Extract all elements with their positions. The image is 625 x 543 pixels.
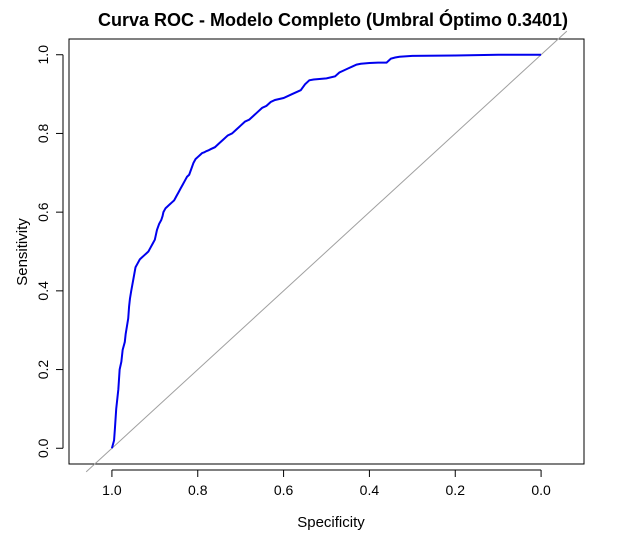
x-tick-label: 0.2	[446, 482, 466, 498]
x-tick-label: 0.4	[360, 482, 380, 498]
plot-area	[68, 38, 585, 465]
y-tick-label: 0.8	[35, 124, 51, 144]
x-tick-label: 1.0	[102, 482, 122, 498]
reference-diagonal	[85, 30, 568, 473]
x-axis: 1.0 0.8 0.6 0.4 0.2 0.0	[102, 469, 551, 498]
x-tick-label: 0.8	[188, 482, 208, 498]
y-tick-label: 0.2	[35, 360, 51, 380]
y-tick-label: 0.0	[35, 438, 51, 458]
y-axis-label: Sensitivity	[14, 218, 31, 286]
y-axis: 0.0 0.2 0.4 0.6 0.8 1.0	[35, 45, 64, 458]
y-tick-label: 1.0	[35, 45, 51, 65]
y-tick-label: 0.6	[35, 202, 51, 222]
chart-title: Curva ROC - Modelo Completo (Umbral Ópti…	[98, 9, 568, 30]
roc-curve	[110, 53, 542, 449]
y-tick-label: 0.4	[35, 281, 51, 301]
x-axis-label: Specificity	[297, 514, 365, 531]
x-tick-label: 0.0	[531, 482, 551, 498]
x-tick-label: 0.6	[274, 482, 294, 498]
